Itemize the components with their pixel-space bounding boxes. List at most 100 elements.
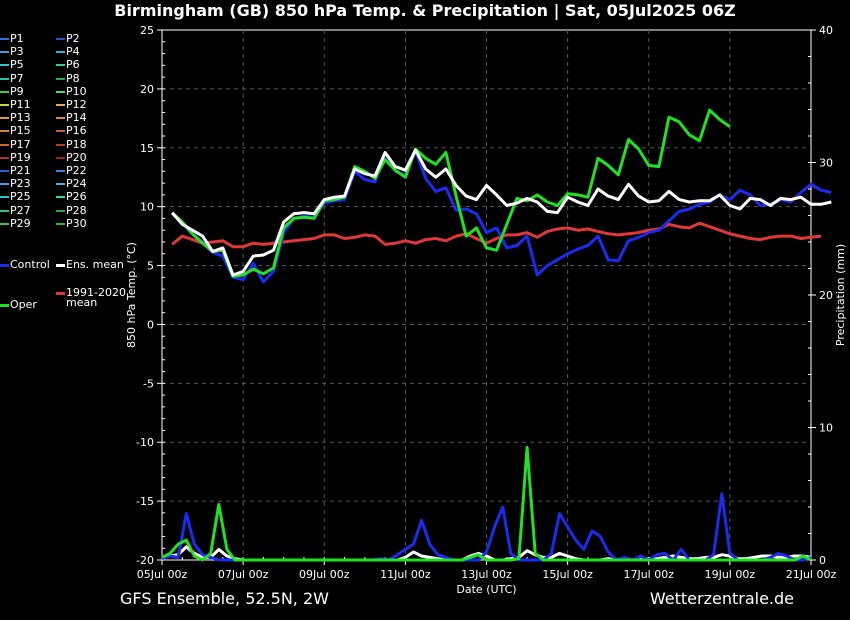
chart-title: Birmingham (GB) 850 hPa Temp. & Precipit… <box>114 1 736 20</box>
x-tick-label: 19Jul 00z <box>705 568 756 581</box>
legend-item-p13-label: P13 <box>10 111 31 125</box>
x-tick-label: 07Jul 00z <box>218 568 269 581</box>
legend-item-p12-label: P12 <box>66 98 87 111</box>
legend-item-p19-label: P19 <box>10 150 31 164</box>
legend-item-p1-swatch <box>0 38 9 40</box>
legend-item-p4-swatch <box>56 51 65 54</box>
legend-item-clim-mean-line2: mean <box>66 296 98 309</box>
y-axis-label: 850 hPa Temp. (°C) <box>125 242 138 348</box>
legend-item-p23-label: P23 <box>10 177 31 191</box>
x-tick-label: 17Jul 00z <box>623 568 674 581</box>
legend-item-p2-label: P2 <box>66 32 80 45</box>
legend-item-oper-label: Oper <box>10 298 37 311</box>
x-axis-label: Date (UTC) <box>456 583 516 596</box>
legend-item-p6: P6 <box>56 59 80 71</box>
y2-axis-label: Precipitation (mm) <box>834 244 847 346</box>
legend-item-p3-label: P3 <box>10 45 24 59</box>
legend-item-control-label: Control <box>10 258 50 271</box>
legend-item-p9-label: P9 <box>10 84 24 98</box>
legend-item-p12: P12 <box>56 99 87 111</box>
legend-item-p1-label: P1 <box>10 32 24 45</box>
y-tick-label: -20 <box>136 554 154 567</box>
legend-item-p2-swatch <box>56 38 65 40</box>
x-tick-label: 11Jul 00z <box>380 568 431 581</box>
legend-item-clim-mean: 1991-2020 <box>56 287 126 299</box>
legend-item-p5-label: P5 <box>10 58 24 72</box>
legend-item-p22: P22 <box>56 165 87 177</box>
legend-item-p1: P1 <box>0 33 24 45</box>
legend-item-p18-label: P18 <box>66 137 87 151</box>
legend-item-oper-swatch <box>0 303 9 307</box>
legend-item-p19-swatch <box>0 156 9 159</box>
legend-item-p25-swatch <box>0 196 9 199</box>
legend-item-p26: P26 <box>56 191 87 203</box>
legend-item-p28-label: P28 <box>66 203 87 217</box>
legend-item-p3-swatch <box>0 51 9 54</box>
legend-item-p30-swatch <box>56 222 65 225</box>
legend-item-p27-label: P27 <box>10 203 31 217</box>
legend-item-p26-swatch <box>56 196 65 199</box>
footer-source: GFS Ensemble, 52.5N, 2W <box>120 589 329 608</box>
legend-item-p28-swatch <box>56 209 65 212</box>
y2-tick-label: 30 <box>819 157 833 170</box>
legend-item-control: Control <box>0 259 50 271</box>
legend-item-p11-label: P11 <box>10 98 31 111</box>
legend-item-p14-label: P14 <box>66 111 87 125</box>
y2-tick-label: 20 <box>819 289 833 302</box>
legend-item-p9-swatch <box>0 90 9 93</box>
legend-item-p28: P28 <box>56 203 87 217</box>
legend-item-p7-swatch <box>0 77 9 80</box>
legend-item-p22-label: P22 <box>66 164 87 177</box>
legend-item-p6-label: P6 <box>66 58 80 72</box>
legend-item-ens-mean: Ens. mean <box>56 259 124 271</box>
legend-item-p16-swatch <box>56 130 65 133</box>
y2-tick-label: 0 <box>819 554 826 567</box>
legend-item-clim-mean-label: 1991-2020 <box>66 286 126 299</box>
legend-item-p15-swatch <box>0 130 9 133</box>
legend-item-p26-label: P26 <box>66 190 87 204</box>
x-tick-label: 05Jul 00z <box>137 568 188 581</box>
y2-tick-label: 40 <box>819 24 833 37</box>
legend-item-p27-swatch <box>0 209 9 212</box>
y-tick-label: 20 <box>140 83 154 96</box>
legend-item-p12-swatch <box>56 104 65 106</box>
legend-item-p4-label: P4 <box>66 45 80 59</box>
legend-item-p18-swatch <box>56 143 65 146</box>
y-tick-label: -15 <box>136 495 154 508</box>
legend-item-p16-label: P16 <box>66 124 87 138</box>
legend-item-p13-swatch <box>0 117 9 120</box>
legend-item-p17: P17 <box>0 137 31 151</box>
legend-item-p8-label: P8 <box>66 71 80 85</box>
x-tick-label: 15Jul 00z <box>542 568 593 581</box>
x-tick-label: 09Jul 00z <box>299 568 350 581</box>
series-oper <box>171 108 731 278</box>
legend-item-p15: P15 <box>0 125 31 137</box>
legend-item-p20: P20 <box>56 150 87 164</box>
legend-item-clim-mean-swatch <box>56 291 65 295</box>
legend-item-p7-label: P7 <box>10 71 24 85</box>
legend-item-p5: P5 <box>0 59 24 71</box>
legend-item-p17-label: P17 <box>10 137 31 151</box>
legend-item-p27: P27 <box>0 203 31 217</box>
y2-tick-label: 10 <box>819 422 833 435</box>
series-control <box>171 149 832 284</box>
legend-item-p29-label: P29 <box>10 216 31 230</box>
legend-item-p20-label: P20 <box>66 150 87 164</box>
legend-item-oper: Oper <box>0 299 37 311</box>
legend-item-p24-label: P24 <box>66 177 87 191</box>
y-tick-label: 15 <box>140 142 154 155</box>
legend-item-p3: P3 <box>0 46 24 58</box>
legend-item-p11-swatch <box>0 104 9 106</box>
legend-item-p4: P4 <box>56 46 80 58</box>
legend-item-p24: P24 <box>56 178 87 190</box>
y-tick-label: -10 <box>136 436 154 449</box>
legend-item-p7: P7 <box>0 71 24 85</box>
legend-item-p8-swatch <box>56 77 65 80</box>
legend-item-p18: P18 <box>56 137 87 151</box>
legend-item-p21-swatch <box>0 170 9 172</box>
y-tick-label: -5 <box>143 377 154 390</box>
legend-item-p10: P10 <box>56 85 87 98</box>
y-tick-label: 0 <box>147 318 154 331</box>
legend-item-p5-swatch <box>0 64 9 67</box>
